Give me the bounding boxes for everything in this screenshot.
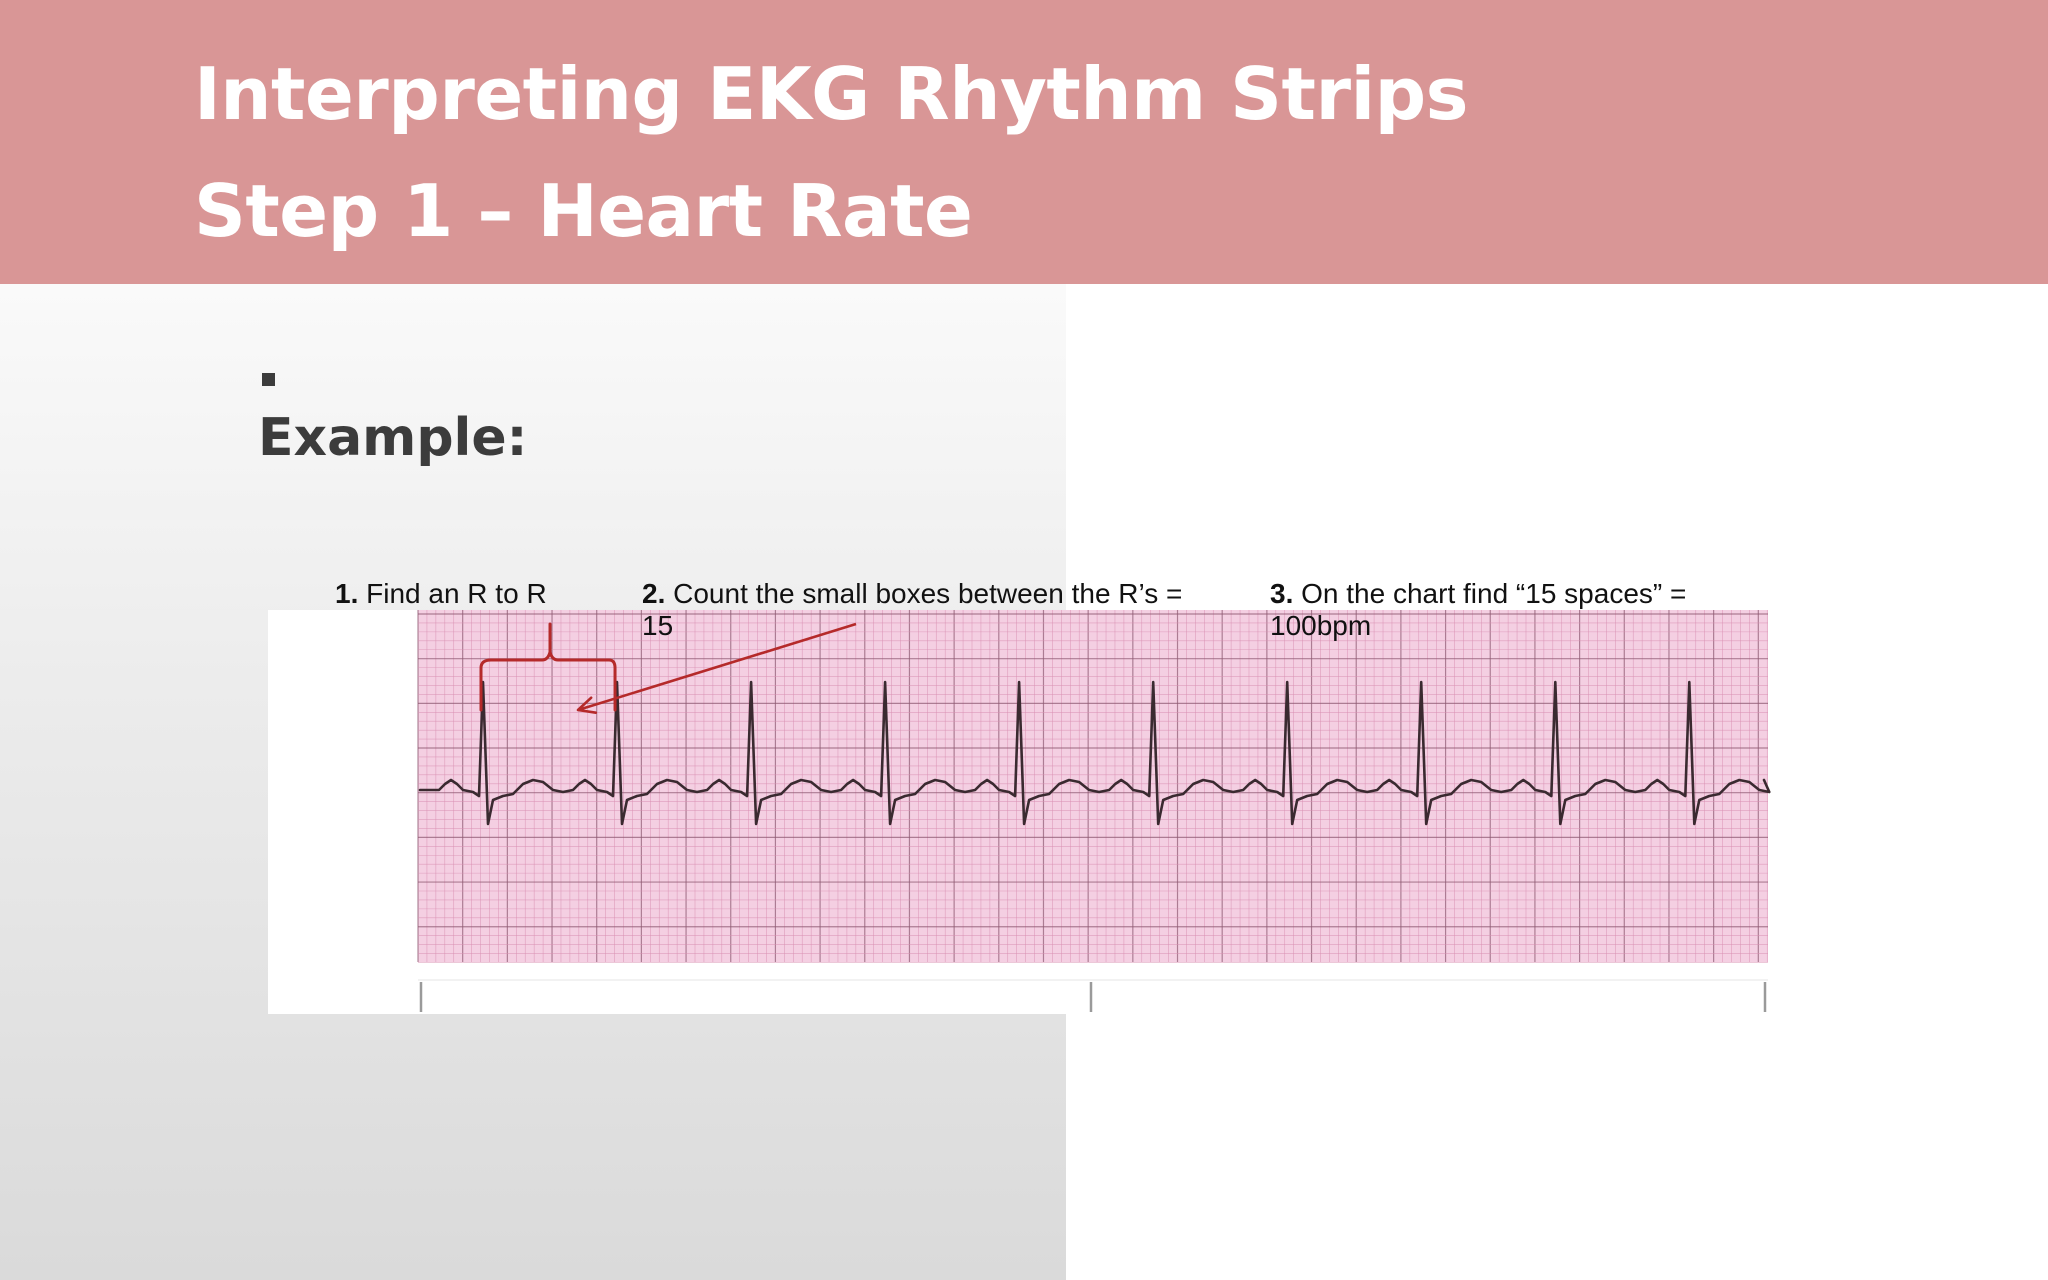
ekg-rhythm-strip: [417, 610, 1771, 1012]
ekg-trace: [418, 680, 1771, 826]
step-2-text: Count the small boxes between the R’s = …: [642, 578, 1183, 641]
example-label: Example:: [258, 408, 528, 468]
step-3-text: On the chart find “15 spaces” = 100bpm: [1270, 578, 1687, 641]
step-2-caption: 2. Count the small boxes between the R’s…: [642, 578, 1202, 642]
step-3-caption: 3. On the chart find “15 spaces” = 100bp…: [1270, 578, 1730, 642]
slide-header: Interpreting EKG Rhythm Strips Step 1 – …: [0, 0, 2048, 284]
step-1-number: 1.: [335, 578, 359, 609]
slide-subtitle: Step 1 – Heart Rate: [194, 169, 973, 253]
ekg-grid-paper: [417, 610, 1768, 963]
step-1-text: Find an R to R: [358, 578, 547, 609]
r-to-r-brace: [479, 622, 617, 712]
arrow-head-icon: [576, 696, 598, 714]
step-2-number: 2.: [642, 578, 666, 609]
step-3-number: 3.: [1270, 578, 1294, 609]
bullet-marker-icon: [262, 373, 275, 386]
step-1-caption: 1. Find an R to R: [335, 578, 555, 610]
count-arrow: [577, 622, 857, 712]
strip-time-markers: [418, 979, 1768, 1012]
slide-title: Interpreting EKG Rhythm Strips: [194, 52, 1469, 136]
